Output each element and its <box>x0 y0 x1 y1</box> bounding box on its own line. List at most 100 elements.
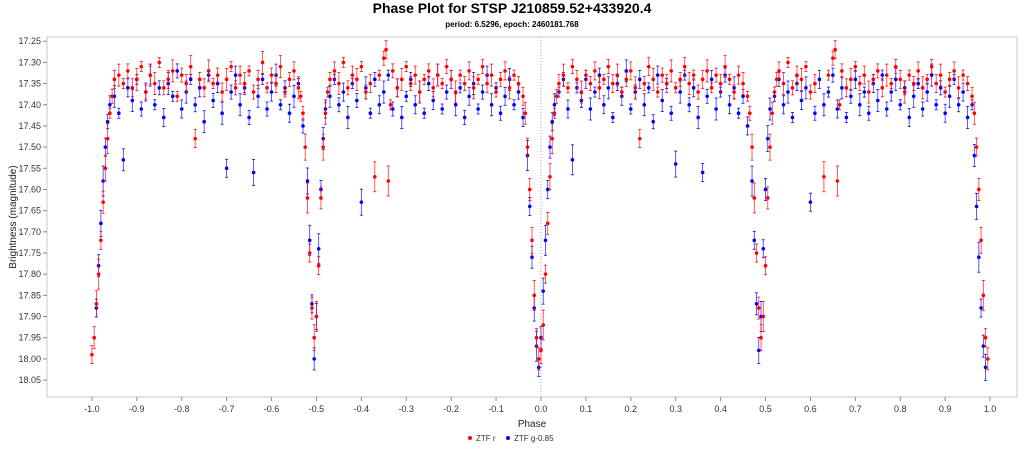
data-point <box>700 77 705 82</box>
y-axis-label: Brightness (magnitude) <box>8 165 19 268</box>
data-point <box>346 86 350 90</box>
data-point <box>462 81 467 86</box>
data-point <box>269 90 274 94</box>
data-point <box>714 107 718 111</box>
data-point <box>139 107 144 111</box>
data-point <box>220 90 224 94</box>
data-point <box>305 179 310 183</box>
data-point <box>121 158 126 162</box>
data-point <box>532 293 537 298</box>
data-point <box>229 90 233 94</box>
data-point <box>337 81 341 86</box>
data-point <box>624 69 629 73</box>
data-point <box>934 102 938 107</box>
data-point <box>197 77 202 82</box>
data-point <box>548 145 552 149</box>
data-point <box>550 136 555 141</box>
data-point <box>287 77 292 82</box>
data-point <box>467 69 471 73</box>
data-point <box>494 90 498 94</box>
data-point <box>148 73 153 77</box>
data-point <box>278 64 283 69</box>
data-point <box>527 187 532 192</box>
x-tick-label: -0.4 <box>354 404 370 414</box>
data-point <box>377 73 382 77</box>
y-tick-label: 18.05 <box>18 375 41 385</box>
data-point <box>880 73 885 77</box>
data-point <box>664 81 669 86</box>
data-point <box>947 77 952 82</box>
data-point <box>368 111 373 116</box>
data-point <box>817 77 822 82</box>
data-point <box>835 179 840 183</box>
data-point <box>837 102 842 107</box>
data-point <box>723 64 727 69</box>
data-point <box>399 115 404 120</box>
data-point <box>316 263 321 268</box>
data-point <box>840 69 844 73</box>
data-point <box>476 107 480 111</box>
data-point <box>628 69 633 73</box>
data-point <box>305 196 310 200</box>
data-point <box>105 136 110 141</box>
data-point <box>175 94 180 99</box>
data-point <box>781 102 786 107</box>
data-point <box>157 60 162 65</box>
legend-marker <box>468 436 472 440</box>
data-point <box>979 306 983 310</box>
data-point <box>673 162 678 166</box>
data-point <box>184 81 189 86</box>
data-point <box>972 111 977 116</box>
data-point <box>682 64 687 69</box>
data-point <box>388 102 393 107</box>
data-point <box>368 81 373 86</box>
data-point <box>321 145 325 149</box>
data-point <box>135 77 139 82</box>
x-tick-label: -0.2 <box>443 404 459 414</box>
data-point <box>552 111 557 116</box>
data-point <box>575 77 579 82</box>
data-point <box>709 86 714 90</box>
data-point <box>130 86 135 90</box>
data-point <box>765 136 770 141</box>
x-tick-label: -0.1 <box>488 404 504 414</box>
data-point <box>193 136 197 141</box>
data-point <box>736 111 741 116</box>
data-point <box>359 200 364 204</box>
data-point <box>566 86 570 90</box>
data-point <box>543 238 548 243</box>
data-point <box>507 86 512 90</box>
data-point <box>642 102 647 107</box>
y-tick-label: 17.65 <box>18 206 41 216</box>
data-point <box>977 187 981 192</box>
data-point <box>799 98 804 103</box>
data-point <box>523 111 528 116</box>
data-point <box>799 77 804 82</box>
data-point <box>534 335 539 340</box>
y-tick-label: 17.55 <box>18 163 41 173</box>
x-tick-label: 0.7 <box>849 404 862 414</box>
data-point <box>238 102 242 107</box>
data-point <box>570 158 575 162</box>
data-point <box>521 115 525 120</box>
data-point <box>871 77 876 82</box>
data-point <box>471 86 476 90</box>
data-point <box>687 81 691 86</box>
x-tick-label: -1.0 <box>84 404 100 414</box>
data-point <box>956 86 961 90</box>
data-point <box>287 111 292 116</box>
data-point <box>602 77 606 82</box>
x-tick-label: 0.3 <box>669 404 682 414</box>
data-point <box>94 302 99 306</box>
data-point <box>516 81 521 86</box>
data-point <box>983 335 988 340</box>
data-point <box>269 73 274 77</box>
data-point <box>696 115 700 120</box>
data-point <box>786 90 790 94</box>
data-point <box>337 102 341 107</box>
data-point <box>633 86 638 90</box>
data-point <box>90 352 94 357</box>
data-point <box>745 94 750 99</box>
data-point <box>413 73 418 77</box>
x-tick-label: -0.7 <box>219 404 235 414</box>
